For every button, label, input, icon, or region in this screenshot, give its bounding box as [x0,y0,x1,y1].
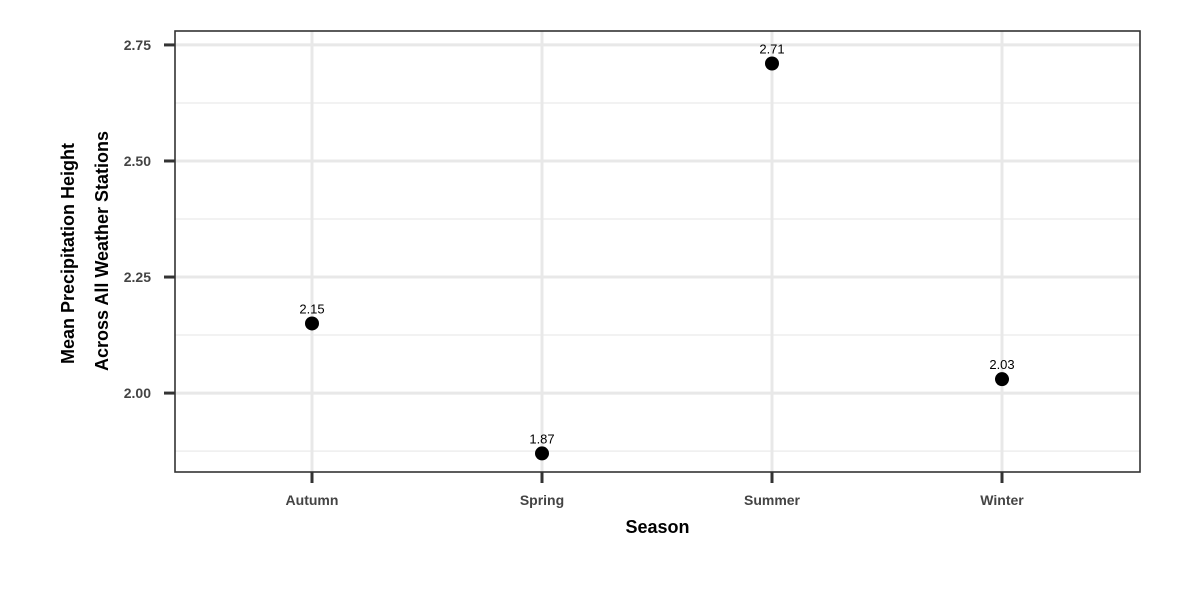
y-axis-title-line-1: Mean Precipitation Height [58,143,78,364]
y-tick-label-3: 2.50 [124,153,151,169]
x-tick-label-autumn: Autumn [286,492,339,508]
tick-labels: 2.00 2.25 2.50 2.75 Autumn Spring Summer Winter [124,37,1025,508]
y-axis-title-line-2: Across All Weather Stations [92,131,112,371]
y-tick-label-4: 2.75 [124,37,151,53]
data-label-summer: 2.71 [759,41,784,56]
y-axis-title: Mean Precipitation Height Across All Wea… [58,131,112,371]
data-label-spring: 1.87 [529,431,554,446]
grid-layer [175,31,1140,472]
x-axis-title: Season [625,517,689,537]
data-point-spring [535,446,549,461]
data-points [305,56,1009,461]
data-point-summer [765,56,779,71]
x-tick-label-summer: Summer [744,492,801,508]
x-tick-label-spring: Spring [520,492,564,508]
x-tick-label-winter: Winter [980,492,1024,508]
data-point-winter [995,372,1009,387]
data-label-autumn: 2.15 [299,301,324,316]
y-tick-label-2: 2.25 [124,269,151,285]
axis-ticks [164,43,1004,483]
data-point-autumn [305,316,319,331]
plot-panel-border [174,30,1141,473]
data-label-winter: 2.03 [989,357,1014,372]
data-labels: 2.15 1.87 2.71 2.03 [299,41,1014,446]
y-tick-label-1: 2.00 [124,385,151,401]
